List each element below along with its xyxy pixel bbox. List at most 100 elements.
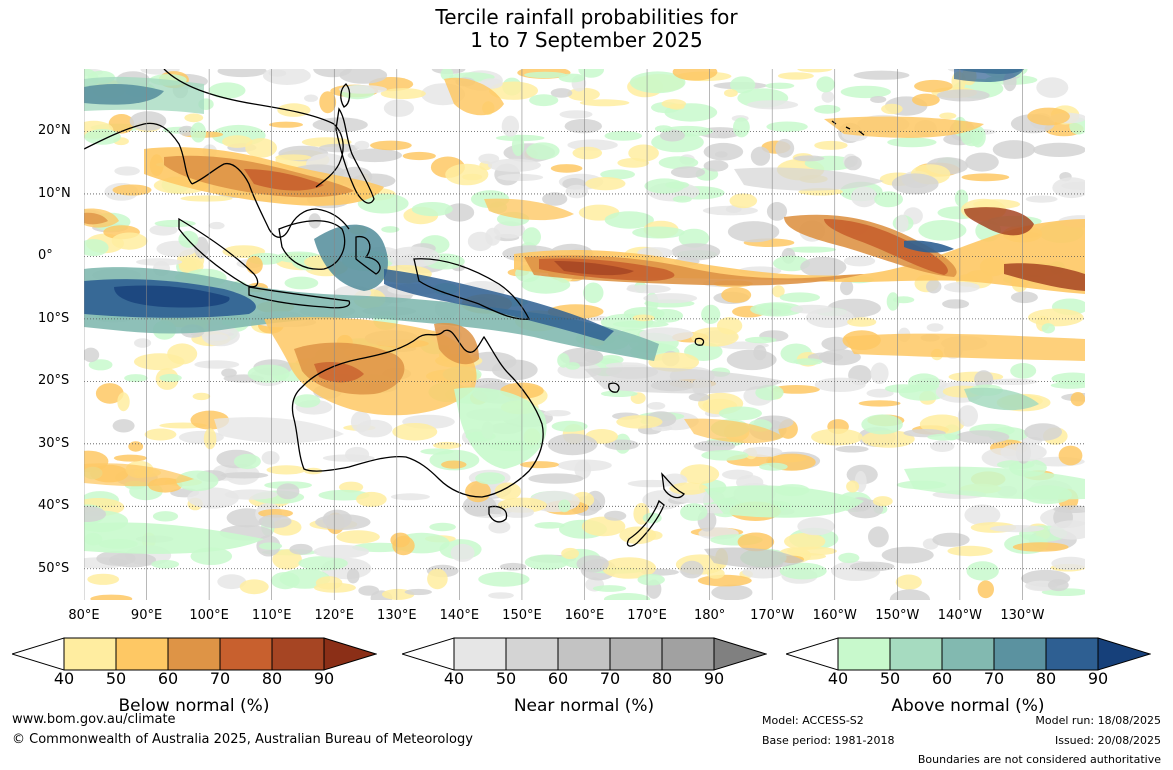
colorbar-tick-label: 90: [313, 669, 335, 688]
probability-speckle: [936, 89, 990, 102]
colorbar-tick-label: 70: [983, 669, 1005, 688]
probability-speckle: [258, 509, 293, 518]
probability-speckle: [450, 543, 475, 562]
probability-speckle: [289, 543, 313, 555]
probability-speckle: [111, 232, 148, 250]
probability-speckle: [601, 557, 657, 579]
probability-speckle: [672, 195, 692, 203]
probability-speckle: [965, 152, 999, 172]
below-normal-colorbar: [10, 637, 378, 671]
probability-speckle: [313, 544, 369, 559]
probability-speckle: [338, 85, 387, 94]
probability-speckle: [239, 579, 269, 595]
probability-speckle: [926, 323, 944, 332]
probability-speckle: [298, 556, 348, 571]
probability-speckle: [347, 148, 402, 163]
copyright-text: © Commonwealth of Australia 2025, Austra…: [12, 732, 473, 747]
probability-speckle: [643, 293, 698, 304]
probability-speckle: [926, 279, 942, 294]
probability-speckle: [706, 568, 725, 579]
probability-speckle: [217, 69, 267, 78]
probability-speckle: [747, 100, 799, 110]
probability-speckle: [886, 292, 900, 311]
disclaimer-text: Boundaries are not considered authoritat…: [917, 753, 1161, 766]
probability-speckle: [113, 454, 147, 462]
probability-speckle: [790, 304, 834, 314]
probability-speckle: [954, 189, 969, 207]
probability-speckle: [402, 151, 436, 161]
latitude-label: 50°S: [38, 560, 70, 576]
colorbar-tick-label: 40: [443, 669, 465, 688]
probability-speckle: [565, 184, 589, 199]
probability-speckle: [814, 377, 866, 392]
model-text: Model: ACCESS-S2: [762, 714, 864, 727]
probability-speckle: [744, 336, 777, 344]
probability-speckle: [669, 482, 708, 495]
probability-speckle: [429, 522, 456, 532]
probability-speckle: [943, 281, 980, 293]
above-normal-legend: [784, 637, 1152, 675]
probability-speckle: [616, 415, 663, 429]
probability-speckle: [942, 299, 970, 309]
probability-speckle: [755, 384, 784, 401]
probability-speckle: [895, 214, 909, 233]
colorbar-tick-label: 40: [827, 669, 849, 688]
probability-speckle: [263, 69, 311, 85]
probability-speckle: [190, 122, 207, 143]
probability-speckle: [1049, 520, 1085, 540]
near-normal-legend: [400, 637, 768, 675]
probability-speckle: [475, 472, 506, 485]
probability-speckle: [814, 140, 848, 150]
probability-speckle: [547, 433, 598, 456]
probability-speckle: [678, 228, 710, 248]
probability-speckle: [930, 440, 955, 453]
probability-speckle: [529, 94, 559, 107]
probability-speckle: [551, 420, 588, 432]
probability-speckle: [1053, 505, 1085, 513]
probability-speckle: [144, 428, 177, 441]
longitude-label: 120°E: [314, 608, 355, 623]
probability-speckle: [604, 211, 654, 229]
probability-speckle: [1000, 443, 1047, 462]
probability-speckle: [715, 151, 728, 158]
probability-speckle: [578, 69, 604, 78]
longitude-label: 150°W: [875, 608, 920, 623]
colorbar-segment: [453, 637, 507, 671]
probability-speckle: [872, 496, 893, 507]
probability-speckle: [441, 460, 467, 469]
probability-speckle: [433, 441, 462, 449]
probability-speckle: [868, 526, 889, 548]
probability-speckle: [617, 158, 649, 168]
probability-speckle: [846, 480, 860, 493]
probability-speckle: [404, 588, 432, 596]
probability-speckle: [658, 156, 699, 170]
probability-speckle: [947, 545, 993, 557]
probability-speckle: [727, 221, 780, 243]
probability-speckle: [558, 73, 586, 83]
colorbar-end-triangle: [1097, 637, 1152, 671]
base-period-text: Base period: 1981-2018: [762, 734, 895, 747]
probability-speckle: [866, 388, 894, 398]
probability-speckle: [772, 385, 820, 394]
probability-speckle: [275, 154, 312, 161]
probability-speckle: [957, 405, 979, 427]
probability-speckle: [772, 285, 785, 298]
longitude-label: 160°W: [812, 608, 857, 623]
probability-speckle: [688, 393, 710, 402]
probability-speckle: [572, 146, 603, 160]
colorbar-segment: [941, 637, 995, 671]
colorbar-tick-label: 80: [651, 669, 673, 688]
probability-speckle: [501, 115, 520, 137]
probability-speckle: [1010, 291, 1038, 304]
probability-speckle: [1012, 542, 1069, 552]
probability-speckle: [779, 562, 827, 580]
probability-speckle: [628, 144, 659, 162]
website-link[interactable]: www.bom.gov.au/climate: [12, 712, 176, 727]
colorbar-segment: [115, 637, 169, 671]
probability-speckle: [524, 554, 569, 570]
probability-speckle: [440, 69, 454, 81]
probability-speckle: [564, 118, 602, 134]
probability-speckle: [390, 493, 430, 501]
probability-speckle: [742, 565, 785, 579]
colorbar-end-triangle: [713, 637, 768, 671]
